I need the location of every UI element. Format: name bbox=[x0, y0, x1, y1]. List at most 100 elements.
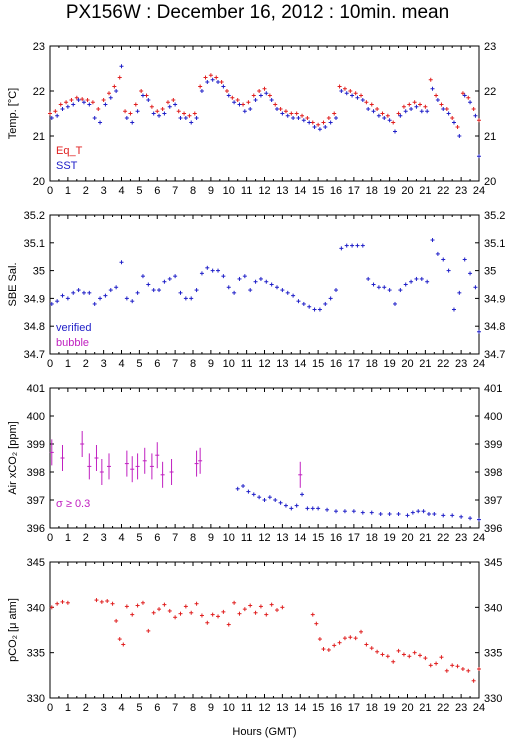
x-tick-label: 7 bbox=[172, 358, 178, 370]
x-tick-label: 13 bbox=[276, 702, 288, 714]
chart-annotation: σ ≥ 0.3 bbox=[56, 498, 90, 510]
y-tick-label: 396 bbox=[484, 523, 502, 535]
x-tick-label: 13 bbox=[276, 185, 288, 197]
x-tick-label: 2 bbox=[83, 358, 89, 370]
y-tick-label: 35 bbox=[484, 266, 496, 278]
x-tick-label: 0 bbox=[47, 532, 53, 544]
x-tick-label: 22 bbox=[437, 185, 449, 197]
plot-frame bbox=[49, 387, 480, 529]
x-tick-label: 19 bbox=[384, 702, 396, 714]
y-tick-label: 21 bbox=[33, 131, 45, 143]
x-tick-label: 11 bbox=[241, 702, 252, 714]
x-tick-label: 17 bbox=[348, 185, 360, 197]
x-tick-label: 9 bbox=[208, 702, 214, 714]
x-tick-label: 18 bbox=[366, 185, 378, 197]
y-tick-label: 23 bbox=[484, 41, 496, 53]
x-tick-label: 4 bbox=[118, 358, 124, 370]
x-tick-label: 8 bbox=[190, 702, 196, 714]
y-tick-label: 35.2 bbox=[24, 210, 45, 222]
y-axis-label: SBE Sal. bbox=[7, 262, 19, 306]
x-tick-label: 24 bbox=[473, 532, 485, 544]
x-tick-label: 15 bbox=[312, 358, 324, 370]
y-tick-label: 400 bbox=[484, 411, 502, 423]
y-tick-label: 401 bbox=[27, 383, 45, 395]
x-tick-label: 6 bbox=[154, 532, 160, 544]
x-tick-label: 22 bbox=[437, 358, 449, 370]
y-tick-label: 22 bbox=[484, 86, 496, 98]
x-tick-label: 7 bbox=[172, 702, 178, 714]
x-tick-label: 3 bbox=[101, 702, 107, 714]
y-tick-label: 397 bbox=[27, 495, 45, 507]
x-tick-label: 21 bbox=[419, 185, 431, 197]
x-tick-label: 0 bbox=[47, 185, 53, 197]
x-tick-label: 11 bbox=[241, 358, 252, 370]
x-tick-label: 1 bbox=[65, 702, 71, 714]
x-tick-label: 14 bbox=[294, 702, 306, 714]
x-tick-label: 20 bbox=[401, 358, 413, 370]
x-tick-label: 23 bbox=[455, 532, 467, 544]
x-tick-label: 9 bbox=[208, 532, 214, 544]
x-tick-label: 17 bbox=[348, 702, 360, 714]
y-tick-label: 330 bbox=[484, 693, 502, 705]
x-tick-label: 4 bbox=[118, 702, 124, 714]
x-tick-label: 0 bbox=[47, 358, 53, 370]
x-tick-label: 23 bbox=[455, 185, 467, 197]
x-tick-label: 2 bbox=[83, 702, 89, 714]
y-tick-label: 345 bbox=[484, 557, 502, 569]
y-tick-label: 398 bbox=[27, 467, 45, 479]
y-axis-label: Temp. [°C] bbox=[7, 88, 19, 139]
plot-frame bbox=[49, 561, 480, 699]
x-tick-label: 19 bbox=[384, 358, 396, 370]
x-tick-label: 21 bbox=[419, 532, 431, 544]
x-tick-label: 9 bbox=[208, 358, 214, 370]
x-tick-label: 5 bbox=[136, 702, 142, 714]
x-tick-label: 19 bbox=[384, 532, 396, 544]
y-tick-label: 345 bbox=[27, 557, 45, 569]
y-axis-label: Air xCO₂ [ppm] bbox=[7, 421, 19, 494]
y-tick-label: 399 bbox=[27, 439, 45, 451]
y-tick-label: 34.7 bbox=[24, 349, 45, 361]
y-tick-label: 396 bbox=[27, 523, 45, 535]
y-tick-label: 398 bbox=[484, 467, 502, 479]
y-tick-label: 399 bbox=[484, 439, 502, 451]
x-tick-label: 16 bbox=[330, 185, 342, 197]
y-tick-label: 400 bbox=[27, 411, 45, 423]
page-title: PX156W : December 16, 2012 : 10min. mean bbox=[65, 2, 450, 23]
x-tick-label: 8 bbox=[190, 358, 196, 370]
x-tick-label: 18 bbox=[366, 532, 378, 544]
x-axis-label: Hours (GMT) bbox=[232, 726, 296, 738]
x-tick-label: 4 bbox=[118, 185, 124, 197]
y-tick-label: 34.9 bbox=[24, 293, 45, 305]
x-tick-label: 15 bbox=[312, 532, 324, 544]
y-tick-label: 401 bbox=[484, 383, 502, 395]
x-tick-label: 6 bbox=[154, 358, 160, 370]
x-tick-label: 13 bbox=[276, 532, 288, 544]
y-tick-label: 23 bbox=[33, 41, 45, 53]
x-tick-label: 14 bbox=[294, 185, 306, 197]
legend-entry: verified bbox=[56, 322, 91, 334]
x-tick-label: 16 bbox=[330, 532, 342, 544]
x-tick-label: 24 bbox=[473, 702, 485, 714]
y-tick-label: 34.8 bbox=[24, 321, 45, 333]
x-tick-label: 21 bbox=[419, 702, 431, 714]
y-tick-label: 35 bbox=[33, 266, 45, 278]
x-tick-label: 10 bbox=[223, 358, 235, 370]
y-tick-label: 21 bbox=[484, 131, 496, 143]
x-tick-label: 22 bbox=[437, 702, 449, 714]
x-tick-label: 9 bbox=[208, 185, 214, 197]
x-tick-label: 24 bbox=[473, 185, 485, 197]
x-tick-label: 11 bbox=[241, 532, 252, 544]
x-tick-label: 12 bbox=[258, 185, 270, 197]
x-tick-label: 10 bbox=[223, 185, 235, 197]
y-tick-label: 35.1 bbox=[484, 238, 505, 250]
x-tick-label: 23 bbox=[455, 702, 467, 714]
y-tick-label: 35.1 bbox=[24, 238, 45, 250]
x-tick-label: 15 bbox=[312, 702, 324, 714]
y-tick-label: 34.9 bbox=[484, 293, 505, 305]
y-tick-label: 397 bbox=[484, 495, 502, 507]
y-tick-label: 34.7 bbox=[484, 349, 505, 361]
x-tick-label: 22 bbox=[437, 532, 449, 544]
x-tick-label: 3 bbox=[101, 185, 107, 197]
x-tick-label: 21 bbox=[419, 358, 431, 370]
